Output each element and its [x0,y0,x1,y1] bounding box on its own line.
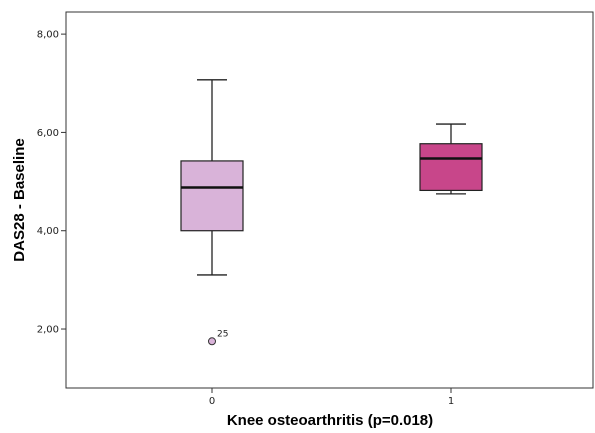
y-axis-title: DAS28 - Baseline [11,138,28,261]
boxes: 25 [180,79,483,346]
x-axis-title: Knee osteoarthritis (p=0.018) [227,412,433,429]
y-tick-label: 2,00 [37,325,59,336]
box-iqr [180,160,244,232]
y-tick-label: 8,00 [37,30,59,41]
box-iqr [419,143,483,192]
x-tick-label: 0 [209,396,215,407]
x-tick-label: 1 [448,396,454,407]
y-tick-label: 6,00 [37,128,59,139]
outlier-label: 25 [217,329,228,339]
y-tick-label: 4,00 [37,226,59,237]
plot-area [65,11,594,389]
y-axis: 2,00 4,00 6,00 8,00 [37,30,66,336]
outlier-point [208,337,216,346]
